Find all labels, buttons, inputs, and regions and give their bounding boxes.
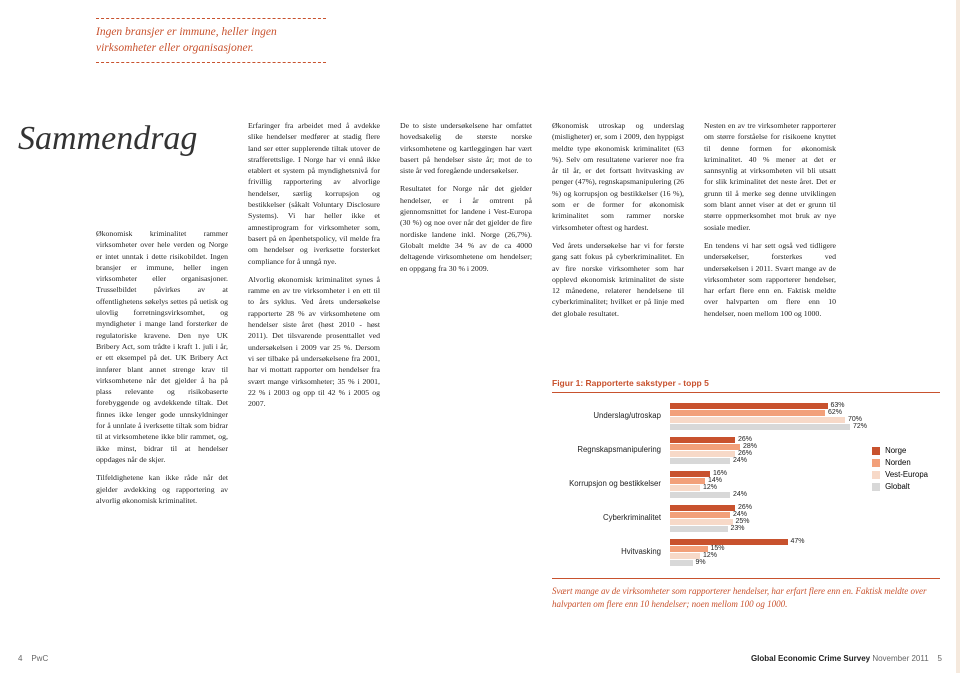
legend-swatch (872, 459, 880, 467)
col1-p1: Økonomisk kriminalitet rammer virksomhet… (96, 228, 228, 465)
chart-row-bars: 63%62%70%72% (670, 403, 870, 431)
column-4: Økonomisk utroskap og underslag (misligh… (552, 120, 684, 326)
column-1: Økonomisk kriminalitet rammer virksomhet… (96, 228, 228, 513)
col2-p2: Alvorlig økonomisk kriminalitet synes å … (248, 274, 380, 410)
chart-bar: 72% (670, 424, 850, 430)
chart-bar: 16% (670, 471, 710, 477)
chart-bar: 26% (670, 451, 735, 457)
legend-label: Vest-Europa (885, 470, 928, 479)
col4-p2: Ved årets undersøkelse har vi for første… (552, 240, 684, 319)
chart-bar: 28% (670, 444, 740, 450)
bottom-note-box: Svært mange av de virksomheter som rappo… (552, 578, 940, 610)
chart-row-label: Hvitvasking (552, 547, 667, 556)
header-quote-text: Ingen bransjer er immune, heller ingen v… (96, 25, 326, 56)
chart-figure-1: Figur 1: Rapporterte sakstyper - topp 5 … (552, 378, 940, 578)
chart-bar-value: 12% (700, 484, 717, 491)
chart-legend: Norge Norden Vest-Europa Globalt (872, 446, 928, 494)
legend-swatch (872, 471, 880, 479)
chart-bar: 9% (670, 560, 693, 566)
chart-bar-value: 72% (850, 423, 867, 430)
chart-bar: 24% (670, 492, 730, 498)
page-number-left: 4 (18, 654, 22, 663)
legend-item: Norden (872, 458, 928, 467)
chart-bar: 70% (670, 417, 845, 423)
legend-swatch (872, 483, 880, 491)
chart-bar-value: 24% (730, 491, 747, 498)
chart-bar: 23% (670, 526, 728, 532)
chart-row-label: Cyberkriminalitet (552, 513, 667, 522)
legend-item: Vest-Europa (872, 470, 928, 479)
chart-bar: 24% (670, 512, 730, 518)
bottom-note-text: Svært mange av de virksomheter som rappo… (552, 585, 940, 610)
legend-label: Norge (885, 446, 906, 455)
chart-bar-value: 28% (740, 443, 757, 450)
legend-label: Norden (885, 458, 911, 467)
chart-bar: 26% (670, 437, 735, 443)
col5-p2: En tendens vi har sett også ved tidliger… (704, 240, 836, 319)
legend-label: Globalt (885, 482, 910, 491)
chart-row-bars: 26%24%25%23% (670, 505, 870, 533)
chart-bar-value: 63% (828, 402, 845, 409)
chart-bar-value: 9% (693, 559, 706, 566)
chart-bar-value: 26% (735, 504, 752, 511)
chart-bar: 24% (670, 458, 730, 464)
column-5: Nesten en av tre virksomheter rapportere… (704, 120, 836, 326)
chart-bar: 25% (670, 519, 733, 525)
chart-bar: 12% (670, 485, 700, 491)
page-edge-decoration (956, 0, 960, 673)
chart-row-bars: 47%15%12%9% (670, 539, 870, 567)
page-number-right: 5 (938, 654, 942, 663)
chart-row: Underslag/utroskap63%62%70%72% (552, 403, 940, 435)
chart-bar: 26% (670, 505, 735, 511)
brand-text: PwC (31, 654, 48, 663)
chart-title: Figur 1: Rapporterte sakstyper - topp 5 (552, 378, 940, 393)
chart-bar-value: 26% (735, 436, 752, 443)
chart-row-label: Regnskapsmanipulering (552, 445, 667, 454)
legend-item: Globalt (872, 482, 928, 491)
chart-bar-value: 24% (730, 457, 747, 464)
chart-bar: 63% (670, 403, 828, 409)
footer-left: 4 PwC (18, 654, 48, 663)
chart-bar-value: 47% (788, 538, 805, 545)
header-quote-box: Ingen bransjer er immune, heller ingen v… (96, 18, 326, 63)
chart-bar-value: 70% (845, 416, 862, 423)
col3-p1: De to siste undersøkelsene har omfattet … (400, 120, 532, 176)
chart-row: Cyberkriminalitet26%24%25%23% (552, 505, 940, 537)
chart-row-label: Underslag/utroskap (552, 411, 667, 420)
survey-title: Global Economic Crime Survey (751, 654, 870, 663)
col2-p1: Erfaringer fra arbeidet med å avdekke sl… (248, 120, 380, 267)
chart-row: Hvitvasking47%15%12%9% (552, 539, 940, 571)
chart-bar: 47% (670, 539, 788, 545)
column-2: Erfaringer fra arbeidet med å avdekke sl… (248, 120, 380, 416)
col5-p1: Nesten en av tre virksomheter rapportere… (704, 120, 836, 233)
legend-item: Norge (872, 446, 928, 455)
chart-row-bars: 16%14%12%24% (670, 471, 870, 499)
chart-bar-value: 12% (700, 552, 717, 559)
col3-p2: Resultatet for Norge når det gjelder hen… (400, 183, 532, 273)
chart-bar-value: 14% (705, 477, 722, 484)
chart-bar-value: 15% (708, 545, 725, 552)
chart-bar: 62% (670, 410, 825, 416)
chart-bar-value: 16% (710, 470, 727, 477)
column-3: De to siste undersøkelsene har omfattet … (400, 120, 532, 281)
chart-bar-value: 23% (728, 525, 745, 532)
chart-row-label: Korrupsjon og bestikkelser (552, 479, 667, 488)
footer-right: Global Economic Crime Survey November 20… (751, 654, 942, 663)
col1-p2: Tilfeldighetene kan ikke råde når det gj… (96, 472, 228, 506)
chart-bar-value: 62% (825, 409, 842, 416)
page-title: Sammendrag (18, 120, 197, 158)
chart-bar-value: 26% (735, 450, 752, 457)
survey-date: November 2011 (872, 654, 928, 663)
chart-bar-value: 25% (733, 518, 750, 525)
chart-row-bars: 26%28%26%24% (670, 437, 870, 465)
legend-swatch (872, 447, 880, 455)
col4-p1: Økonomisk utroskap og underslag (misligh… (552, 120, 684, 233)
chart-bar-value: 24% (730, 511, 747, 518)
